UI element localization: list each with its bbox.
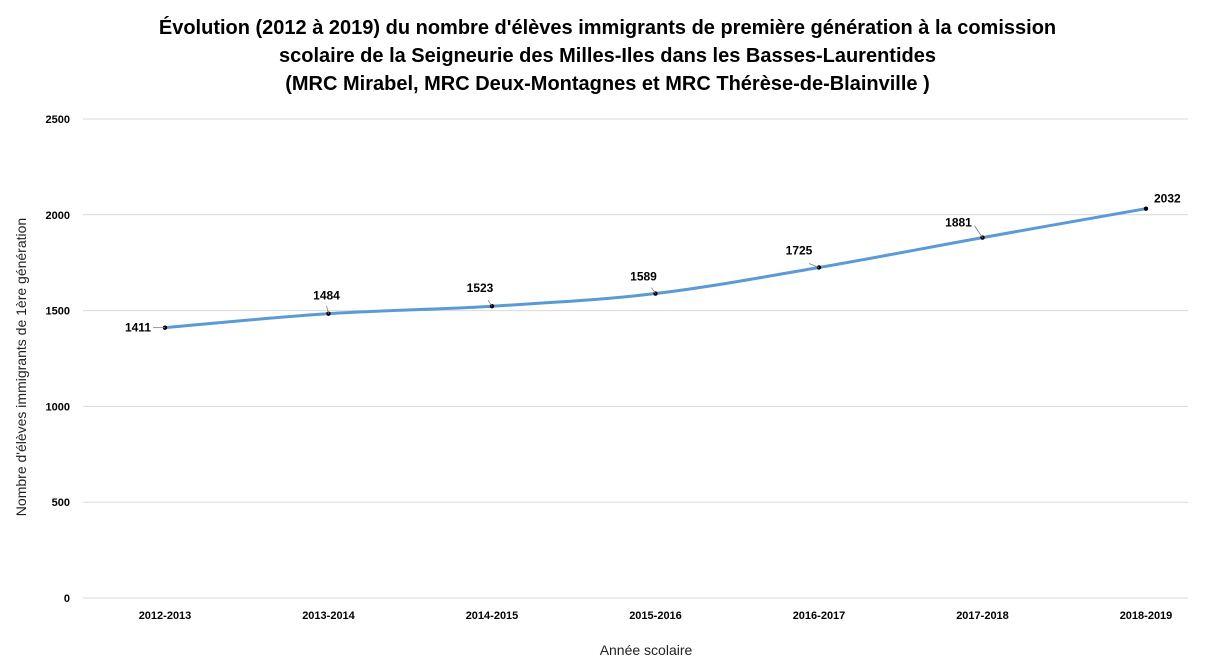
label-leader xyxy=(651,287,656,294)
x-tick-label: 2012-2013 xyxy=(139,610,192,622)
chart-title-line-1: Évolution (2012 à 2019) du nombre d'élèv… xyxy=(158,17,1057,39)
y-tick-label: 0 xyxy=(64,593,70,605)
data-labels: 1411 1484 1523 1589 1725 1881 2032 xyxy=(125,192,1181,335)
x-axis-ticks: 2012-2013 2013-2014 2014-2015 2015-2016 2016… xyxy=(139,610,1173,622)
y-axis-title: Nombre d'élèves immigrants de 1ère génér… xyxy=(13,218,29,516)
label-leader xyxy=(487,299,493,307)
gridlines xyxy=(83,118,1188,599)
chart-title-line-2: scolaire de la Seigneurie des Milles-Ile… xyxy=(279,45,936,67)
x-tick-label: 2017-2018 xyxy=(956,610,1009,622)
x-tick-label: 2016-2017 xyxy=(793,610,846,622)
chart-title: Évolution (2012 à 2019) du nombre d'élèv… xyxy=(0,14,1215,98)
data-label: 1589 xyxy=(630,270,657,284)
x-tick-label: 2015-2016 xyxy=(629,610,682,622)
y-axis-ticks: 0 500 1000 1500 2000 2500 xyxy=(46,114,70,605)
y-tick-label: 1500 xyxy=(46,306,70,318)
y-tick-label: 1000 xyxy=(46,401,70,413)
series-layer xyxy=(162,206,1149,330)
x-tick-label: 2018-2019 xyxy=(1120,610,1173,622)
x-tick-label: 2013-2014 xyxy=(302,610,355,622)
data-point xyxy=(1143,206,1149,211)
chart-title-line-3: (MRC Mirabel, MRC Deux-Montagnes et MRC … xyxy=(285,73,930,95)
y-tick-label: 2500 xyxy=(46,114,70,126)
y-tick-label: 2000 xyxy=(46,210,70,222)
data-label: 1881 xyxy=(945,216,972,230)
x-axis-title: Année scolaire xyxy=(600,642,693,657)
data-label: 1725 xyxy=(786,243,813,257)
data-label: 1411 xyxy=(125,321,151,335)
data-label: 1523 xyxy=(467,281,494,295)
series-line xyxy=(163,207,1148,330)
x-tick-label: 2014-2015 xyxy=(466,610,519,622)
label-leader xyxy=(326,305,329,314)
data-label: 2032 xyxy=(1154,192,1181,206)
data-label: 1484 xyxy=(313,289,340,303)
label-leader xyxy=(808,263,820,268)
y-tick-label: 500 xyxy=(52,497,70,509)
label-leader xyxy=(974,225,983,238)
